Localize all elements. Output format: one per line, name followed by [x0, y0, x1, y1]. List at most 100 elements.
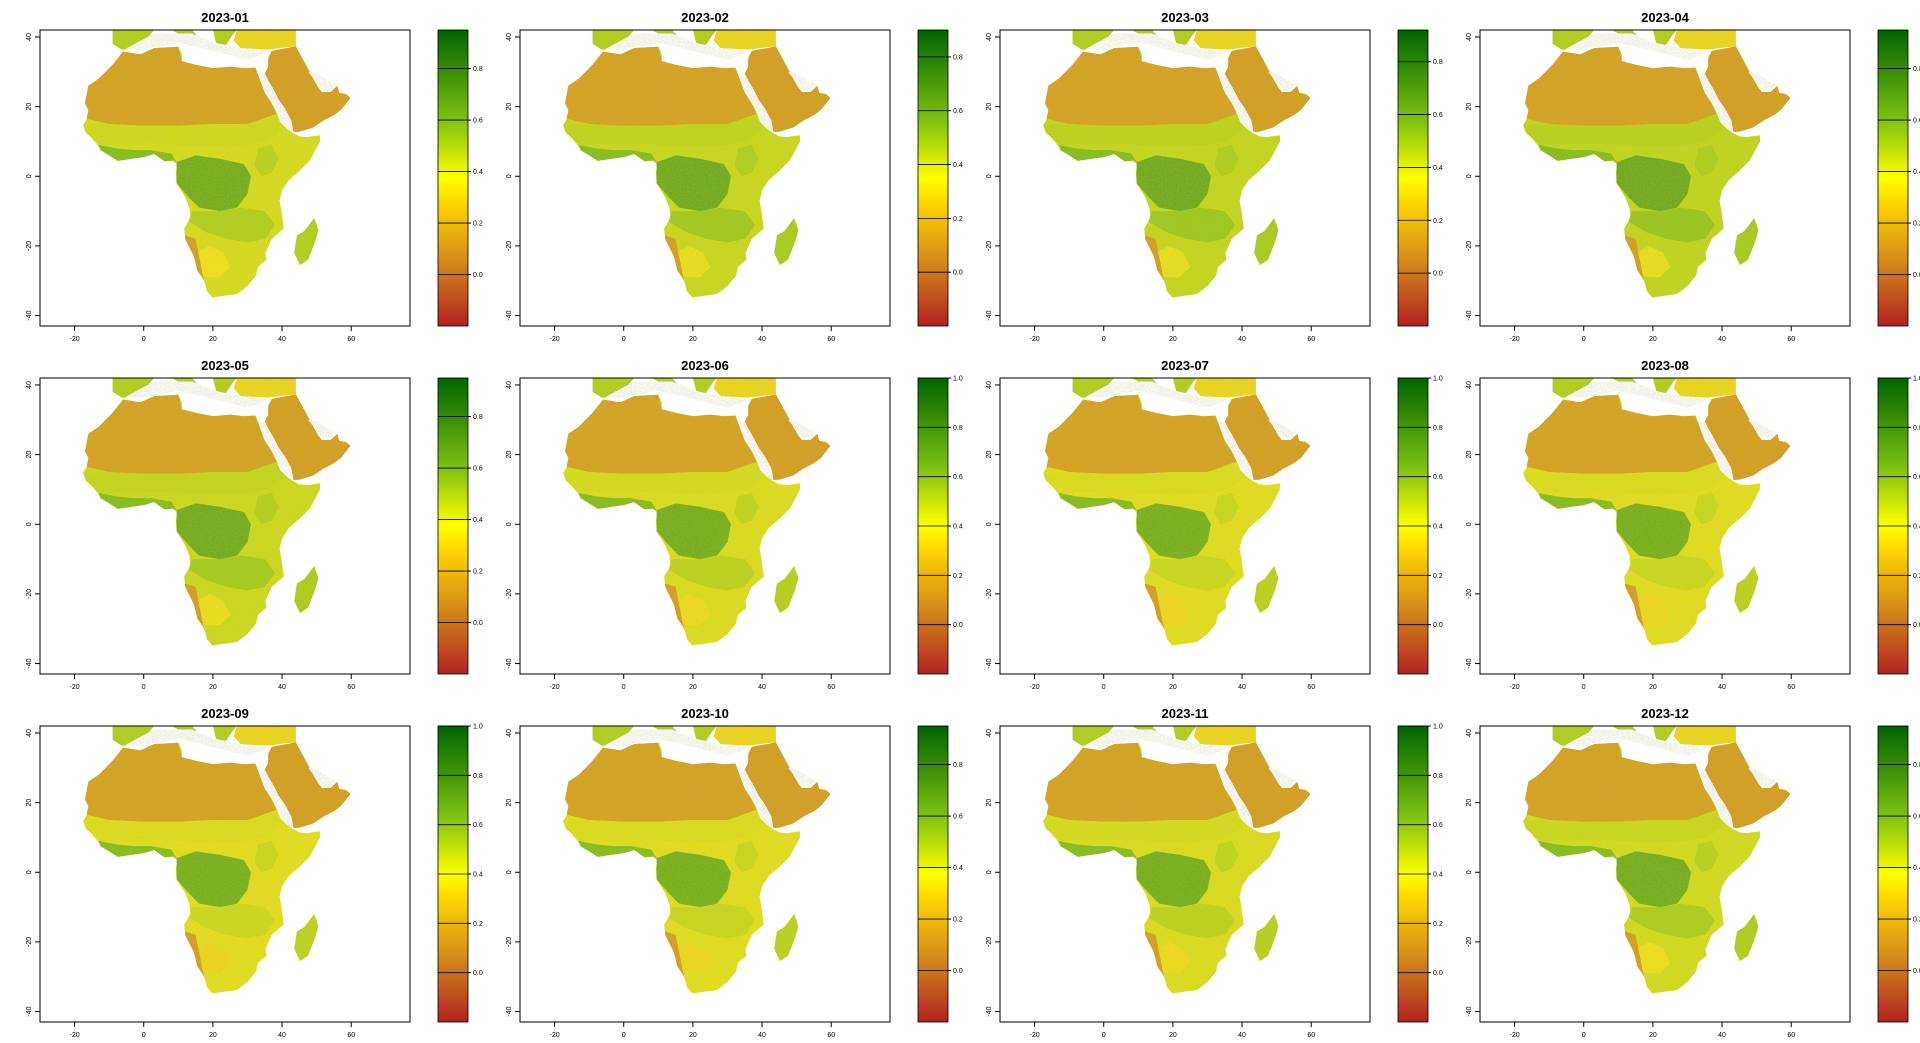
legend-tick-label: 0.8 [1913, 762, 1920, 769]
x-tick-label: 0 [622, 336, 626, 343]
legend-tick-label: 0.0 [1433, 271, 1443, 278]
land-raster [1043, 726, 1311, 994]
y-tick-label: -40 [26, 1006, 33, 1016]
y-tick-label: 20 [506, 799, 513, 807]
legend-tick-label: 0.2 [953, 917, 963, 924]
y-tick-label: 40 [26, 729, 33, 737]
legend-tick-label: 0.8 [1433, 425, 1443, 432]
x-tick-label: 0 [1102, 684, 1106, 691]
x-tick-label: 60 [1307, 1032, 1315, 1039]
map-panel-2023-09: 2023-09 -20 0 20 40 60 40 20 0 -20 -40 0.0 0.2 0.4 0.6… [26, 706, 483, 1039]
map-panel-2023-03: 2023-03 -20 0 20 40 60 40 20 0 -20 -40 0.0 0.2 0.4 0.6… [986, 10, 1443, 343]
legend-tick-label: 1.0 [1433, 376, 1443, 383]
x-tick-label: 60 [827, 1032, 835, 1039]
y-tick-label: 0 [1466, 870, 1473, 874]
panel-title: 2023-05 [201, 358, 249, 373]
land-raster [1043, 30, 1311, 298]
legend-tick-label: 0.2 [473, 921, 483, 928]
x-tick-label: 20 [689, 1032, 697, 1039]
y-tick-label: 0 [1466, 522, 1473, 526]
x-tick-label: 40 [1718, 1032, 1726, 1039]
legend-tick-label: 0.4 [953, 162, 963, 169]
x-tick-label: 0 [1102, 336, 1106, 343]
y-tick-label: -20 [506, 589, 513, 599]
x-tick-label: 60 [347, 1032, 355, 1039]
plot-frame [1479, 377, 1851, 675]
legend-colorbar [1397, 29, 1429, 327]
legend-colorbar [437, 377, 469, 675]
x-tick-label: 40 [278, 1032, 286, 1039]
x-tick-label: 0 [1582, 684, 1586, 691]
legend-tick-label: 0.0 [953, 622, 963, 629]
x-tick-label: 60 [1307, 684, 1315, 691]
land-raster [1523, 30, 1791, 298]
x-tick-label: 40 [758, 336, 766, 343]
y-tick-label: 0 [986, 174, 993, 178]
legend-tick-label: 0.8 [1913, 425, 1920, 432]
legend-tick-label: 0.4 [1433, 165, 1443, 172]
plot-frame [39, 725, 411, 1023]
x-tick-label: 60 [347, 684, 355, 691]
panel-title: 2023-08 [1641, 358, 1689, 373]
legend-tick-label: 0.6 [953, 108, 963, 115]
plot-frame [519, 377, 891, 675]
plot-frame [999, 377, 1371, 675]
x-tick-label: 40 [758, 1032, 766, 1039]
legend-tick-label: 0.4 [1913, 524, 1920, 531]
y-tick-label: -40 [506, 658, 513, 668]
x-tick-label: 40 [1238, 684, 1246, 691]
y-tick-label: -40 [986, 310, 993, 320]
y-tick-label: 40 [986, 729, 993, 737]
legend-tick-label: 0.4 [953, 865, 963, 872]
x-tick-label: 20 [689, 684, 697, 691]
x-tick-label: -20 [1510, 1032, 1520, 1039]
legend-tick-label: 0.2 [473, 569, 483, 576]
legend-tick-label: 0.8 [473, 773, 483, 780]
y-tick-label: -20 [986, 589, 993, 599]
x-tick-label: 20 [209, 684, 217, 691]
x-tick-label: 0 [142, 684, 146, 691]
x-tick-label: 20 [1169, 1032, 1177, 1039]
x-tick-label: 0 [622, 684, 626, 691]
x-tick-label: -20 [1510, 684, 1520, 691]
legend-tick-label: 0.8 [953, 762, 963, 769]
y-tick-label: 20 [26, 799, 33, 807]
plot-frame [519, 725, 891, 1023]
map-panel-2023-10: 2023-10 -20 0 20 40 60 40 20 0 -20 -40 0.0 0.2 0.4 0.6… [506, 706, 963, 1039]
x-tick-label: 20 [209, 336, 217, 343]
x-tick-label: 0 [1582, 336, 1586, 343]
map-panel-2023-01: 2023-01 -20 0 20 40 60 40 20 0 -20 -40 0.0 0.2 0.4 0.6… [26, 10, 483, 343]
y-tick-label: -20 [26, 589, 33, 599]
y-tick-label: 20 [1466, 799, 1473, 807]
legend-tick-label: 0.6 [1913, 118, 1920, 125]
legend-tick-label: 0.2 [1433, 218, 1443, 225]
y-tick-label: -40 [986, 658, 993, 668]
y-tick-label: 20 [26, 451, 33, 459]
legend-colorbar [437, 29, 469, 327]
x-tick-label: 60 [1307, 336, 1315, 343]
legend-tick-label: 0.8 [953, 54, 963, 61]
x-tick-label: 40 [1238, 1032, 1246, 1039]
plot-frame [519, 29, 891, 327]
x-tick-label: -20 [1030, 1032, 1040, 1039]
legend-tick-label: 0.4 [953, 524, 963, 531]
plot-frame [39, 29, 411, 327]
legend-tick-label: 0.2 [1433, 921, 1443, 928]
x-tick-label: 20 [1169, 336, 1177, 343]
map-panel-2023-07: 2023-07 -20 0 20 40 60 40 20 0 -20 -40 0.0 0.2 0.4 0.6… [986, 358, 1443, 691]
legend-tick-label: 0.0 [953, 270, 963, 277]
y-tick-label: 40 [1466, 381, 1473, 389]
x-tick-label: 20 [689, 336, 697, 343]
legend-tick-label: 0.0 [953, 968, 963, 975]
y-tick-label: -20 [26, 241, 33, 251]
map-panel-2023-12: 2023-12 -20 0 20 40 60 40 20 0 -20 -40 0.0 0.2 0.4 0.6… [1466, 706, 1920, 1039]
y-tick-label: 0 [26, 522, 33, 526]
x-tick-label: -20 [1030, 684, 1040, 691]
panel-title: 2023-01 [201, 10, 249, 25]
legend-tick-label: 0.4 [1913, 865, 1920, 872]
map-panel-2023-06: 2023-06 -20 0 20 40 60 40 20 0 -20 -40 0.0 0.2 0.4 0.6… [506, 358, 963, 691]
y-tick-label: 0 [506, 522, 513, 526]
y-tick-label: 20 [506, 103, 513, 111]
x-tick-label: 40 [278, 684, 286, 691]
